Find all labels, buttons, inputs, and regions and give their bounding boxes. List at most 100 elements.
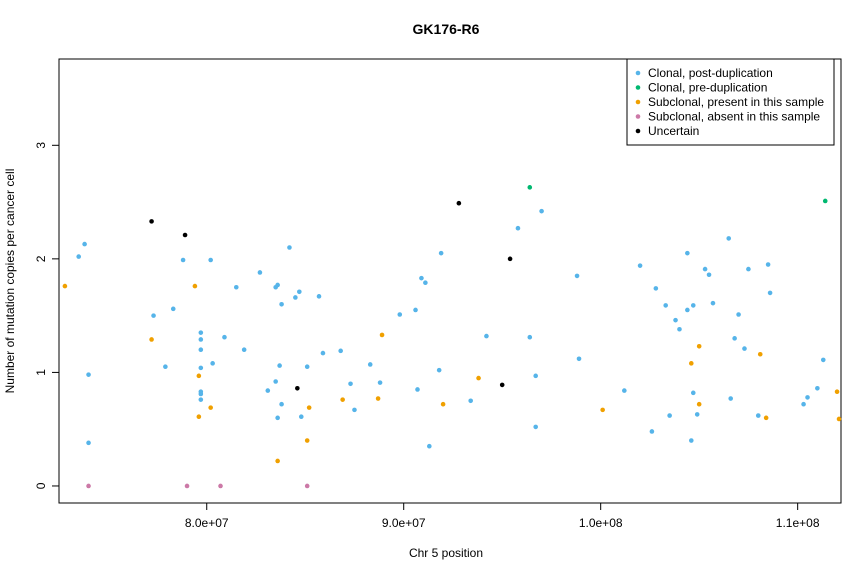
data-point bbox=[622, 388, 627, 393]
data-point bbox=[86, 372, 91, 377]
data-point bbox=[694, 412, 700, 417]
data-point bbox=[275, 415, 280, 421]
data-point bbox=[427, 443, 432, 449]
data-point bbox=[377, 380, 383, 385]
data-point bbox=[198, 337, 204, 342]
y-axis: 0 1 2 3 bbox=[34, 142, 59, 489]
data-point bbox=[163, 364, 168, 370]
data-point bbox=[484, 333, 489, 339]
series-1 bbox=[527, 185, 828, 204]
data-point bbox=[688, 361, 694, 366]
legend-marker bbox=[635, 99, 641, 105]
x-tick-label: 1.0e+08 bbox=[579, 516, 623, 530]
data-point bbox=[184, 483, 190, 489]
legend-entry: Uncertain bbox=[648, 124, 699, 138]
data-point bbox=[208, 257, 213, 263]
data-point bbox=[279, 401, 284, 407]
data-point bbox=[149, 219, 154, 224]
legend-box bbox=[626, 58, 835, 146]
data-point bbox=[198, 330, 204, 335]
data-point bbox=[82, 241, 87, 247]
data-point bbox=[76, 254, 81, 259]
data-point bbox=[297, 289, 302, 295]
data-point bbox=[767, 290, 773, 296]
data-point bbox=[279, 301, 284, 307]
data-point bbox=[649, 429, 655, 434]
data-point bbox=[182, 232, 188, 238]
data-point bbox=[732, 336, 737, 341]
data-point bbox=[277, 363, 282, 368]
data-points bbox=[62, 185, 842, 489]
data-point bbox=[673, 317, 678, 323]
data-point bbox=[62, 283, 68, 289]
data-point bbox=[574, 273, 580, 279]
data-point bbox=[710, 300, 716, 306]
data-point bbox=[533, 373, 538, 379]
data-point bbox=[352, 407, 357, 413]
data-point bbox=[688, 438, 694, 443]
x-axis: 8.0e+07 9.0e+07 1.0e+08 1.1e+08 bbox=[185, 503, 820, 530]
data-point bbox=[822, 198, 828, 204]
data-point bbox=[316, 294, 322, 299]
data-point bbox=[275, 282, 280, 288]
data-point bbox=[696, 401, 702, 407]
data-point bbox=[685, 307, 690, 313]
data-point bbox=[476, 375, 481, 381]
data-point bbox=[726, 236, 732, 241]
x-axis-label: Chr 5 position bbox=[409, 546, 483, 560]
data-point bbox=[527, 334, 533, 340]
data-point bbox=[456, 200, 462, 206]
data-point bbox=[763, 415, 769, 421]
data-point bbox=[413, 307, 418, 313]
series-0 bbox=[76, 208, 826, 449]
data-point bbox=[696, 343, 702, 349]
data-point bbox=[438, 250, 444, 256]
data-point bbox=[196, 373, 202, 379]
data-point bbox=[515, 225, 521, 231]
y-axis-label: Number of mutation copies per cancer cel… bbox=[3, 169, 17, 394]
data-point bbox=[805, 395, 810, 400]
data-point bbox=[320, 350, 326, 356]
data-point bbox=[736, 312, 741, 317]
data-point bbox=[440, 401, 446, 407]
data-point bbox=[241, 347, 247, 353]
data-point bbox=[499, 382, 505, 388]
x-tick-label: 8.0e+07 bbox=[185, 516, 229, 530]
data-point bbox=[765, 262, 771, 267]
data-point bbox=[265, 388, 271, 393]
data-point bbox=[667, 413, 672, 418]
data-point bbox=[375, 396, 381, 401]
data-point bbox=[86, 440, 91, 446]
data-point bbox=[293, 295, 298, 300]
data-point bbox=[397, 312, 403, 317]
data-point bbox=[836, 416, 842, 422]
data-point bbox=[180, 257, 186, 263]
data-point bbox=[306, 405, 312, 410]
data-point bbox=[170, 306, 176, 312]
data-point bbox=[576, 356, 582, 362]
x-tick-label: 9.0e+07 bbox=[382, 516, 426, 530]
data-point bbox=[86, 483, 91, 489]
data-point bbox=[507, 256, 513, 262]
data-point bbox=[273, 379, 278, 384]
data-point bbox=[304, 483, 310, 489]
data-point bbox=[600, 407, 605, 413]
data-point bbox=[834, 389, 840, 395]
data-point bbox=[196, 414, 202, 419]
data-point bbox=[436, 367, 442, 373]
series-4 bbox=[149, 200, 513, 391]
y-tick-label: 1 bbox=[34, 369, 48, 376]
data-point bbox=[379, 332, 385, 338]
data-point bbox=[304, 438, 310, 443]
data-point bbox=[257, 270, 263, 275]
data-point bbox=[755, 413, 761, 418]
data-point bbox=[742, 346, 747, 351]
data-point bbox=[419, 275, 424, 281]
data-point bbox=[415, 387, 420, 392]
data-point bbox=[653, 286, 659, 291]
legend-marker bbox=[635, 85, 641, 90]
data-point bbox=[801, 401, 806, 407]
data-point bbox=[198, 391, 204, 397]
data-point bbox=[690, 303, 696, 308]
